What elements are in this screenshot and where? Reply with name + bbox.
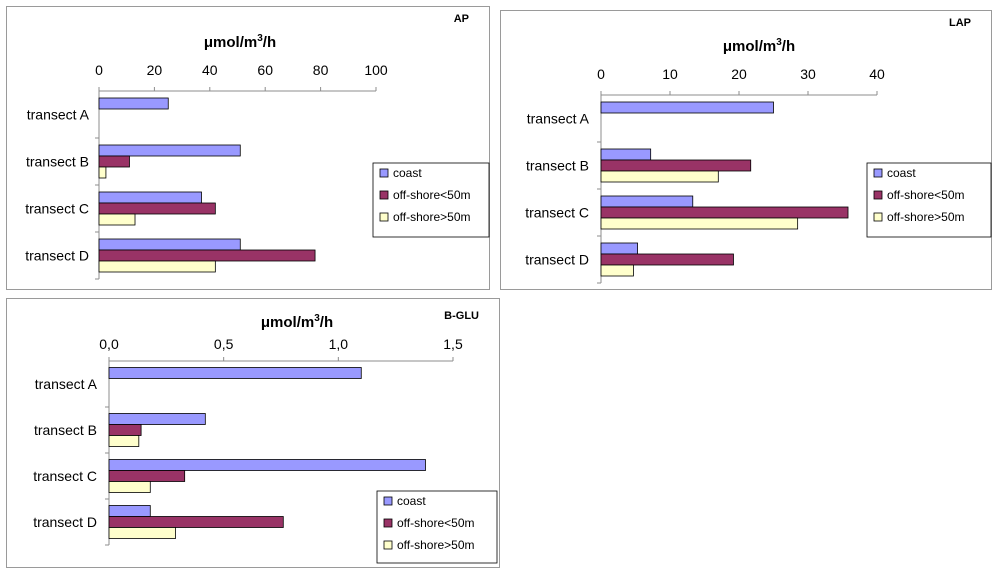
lap-legend-swatch bbox=[873, 190, 883, 200]
ap-bar-coast-c bbox=[98, 191, 202, 204]
chart-bglu-svg: B-GLU μmol/m3/h 0,0 0,5 1,0 1,5 transect A tran… bbox=[33, 310, 498, 564]
ap-category-label: transect C bbox=[25, 201, 89, 217]
ap-x-tick-label: 20 bbox=[147, 62, 163, 78]
bglu-category-label: transect A bbox=[35, 376, 98, 392]
lap-bar-off-shoregt50m-b bbox=[600, 170, 719, 183]
bglu-x-tick-label: 1,0 bbox=[329, 336, 349, 352]
ap-bar-off-shorelt50m-c bbox=[98, 202, 216, 215]
ap-axis-unit-label: μmol/m3/h bbox=[204, 33, 276, 51]
chart-ap-svg: AP μmol/m3/h 0 20 40 60 80 100 transect A transec… bbox=[25, 13, 490, 280]
lap-chart-title: LAP bbox=[949, 17, 971, 29]
bglu-bar-off-shoregt50m-c bbox=[108, 481, 151, 493]
ap-legend-label: off-shore<50m bbox=[393, 188, 471, 202]
lap-legend-swatch bbox=[873, 212, 883, 222]
chart-bglu: B-GLU μmol/m3/h 0,0 0,5 1,0 1,5 transect A tran… bbox=[6, 298, 500, 568]
bglu-legend-swatch bbox=[383, 496, 393, 506]
lap-x-tick-label: 30 bbox=[800, 66, 816, 82]
ap-chart-title: AP bbox=[454, 13, 469, 25]
lap-legend-swatch bbox=[873, 168, 883, 178]
bglu-bar-off-shoregt50m-b bbox=[108, 435, 140, 447]
bglu-x-tick-label: 0,5 bbox=[214, 336, 234, 352]
lap-category-label: transect A bbox=[527, 111, 590, 127]
lap-x-tick-label: 40 bbox=[869, 66, 885, 82]
lap-bar-off-shorelt50m-b bbox=[600, 159, 752, 172]
bglu-bar-off-shoregt50m-d bbox=[108, 527, 176, 539]
lap-bar-coast-c bbox=[600, 195, 694, 208]
ap-x-tick-label: 100 bbox=[364, 62, 388, 78]
lap-x-tick-label: 20 bbox=[731, 66, 747, 82]
ap-bar-off-shoregt50m-b bbox=[98, 166, 107, 179]
lap-axis-unit-label: μmol/m3/h bbox=[723, 37, 795, 55]
lap-legend-box bbox=[866, 162, 992, 238]
ap-bar-coast-d bbox=[98, 238, 241, 251]
lap-bar-off-shorelt50m-c bbox=[600, 206, 849, 219]
lap-legend-label: coast bbox=[887, 166, 916, 180]
ap-x-tick-label: 40 bbox=[202, 62, 218, 78]
ap-category-label: transect D bbox=[25, 248, 89, 264]
lap-bar-coast-d bbox=[600, 242, 638, 255]
ap-x-tick-label: 0 bbox=[95, 62, 103, 78]
lap-category-label: transect C bbox=[525, 205, 589, 221]
chart-ap: AP μmol/m3/h 0 20 40 60 80 100 transect A transec… bbox=[6, 6, 490, 290]
bglu-legend-label: coast bbox=[397, 494, 426, 508]
lap-bar-off-shorelt50m-d bbox=[600, 253, 734, 266]
bglu-x-tick-label: 0,0 bbox=[99, 336, 119, 352]
bglu-category-label: transect C bbox=[33, 468, 97, 484]
ap-legend-label: off-shore>50m bbox=[393, 210, 471, 224]
ap-legend-swatch bbox=[379, 212, 389, 222]
lap-bar-coast-b bbox=[600, 148, 652, 161]
bglu-category-label: transect B bbox=[34, 422, 97, 438]
ap-bar-off-shoregt50m-c bbox=[98, 213, 136, 226]
bglu-category-label: transect D bbox=[33, 514, 97, 530]
lap-x-tick-label: 10 bbox=[662, 66, 678, 82]
bglu-bar-coast-c bbox=[108, 459, 426, 471]
bglu-legend-swatch bbox=[383, 540, 393, 550]
lap-category-label: transect B bbox=[526, 158, 589, 174]
bglu-bar-coast-a bbox=[108, 367, 362, 379]
chart-lap: LAP μmol/m3/h 0 10 20 30 40 transect A transect … bbox=[500, 10, 992, 290]
ap-bar-coast-b bbox=[98, 144, 241, 157]
lap-category-label: transect D bbox=[525, 252, 589, 268]
bglu-bar-coast-d bbox=[108, 505, 151, 517]
ap-legend-swatch bbox=[379, 190, 389, 200]
bglu-axis-unit-label: μmol/m3/h bbox=[261, 313, 333, 331]
ap-legend-label: coast bbox=[393, 166, 422, 180]
lap-x-tick-label: 0 bbox=[597, 66, 605, 82]
lap-legend-label: off-shore<50m bbox=[887, 188, 965, 202]
lap-bar-off-shoregt50m-d bbox=[600, 264, 634, 277]
ap-category-label: transect A bbox=[27, 107, 90, 123]
bglu-bar-off-shorelt50m-b bbox=[108, 424, 142, 436]
ap-bar-off-shoregt50m-d bbox=[98, 260, 216, 273]
bglu-legend-box bbox=[376, 490, 498, 564]
ap-category-label: transect B bbox=[26, 154, 89, 170]
bglu-legend-label: off-shore<50m bbox=[397, 516, 475, 530]
bglu-bar-coast-b bbox=[108, 413, 206, 425]
ap-bar-off-shorelt50m-b bbox=[98, 155, 130, 168]
ap-legend-swatch bbox=[379, 168, 389, 178]
ap-bar-off-shorelt50m-d bbox=[98, 249, 316, 262]
bglu-bar-off-shorelt50m-c bbox=[108, 470, 186, 482]
bglu-chart-title: B-GLU bbox=[444, 310, 479, 322]
ap-legend-box bbox=[372, 162, 490, 238]
chart-lap-svg: LAP μmol/m3/h 0 10 20 30 40 transect A transect … bbox=[525, 17, 992, 284]
bglu-bar-off-shorelt50m-d bbox=[108, 516, 284, 528]
ap-x-tick-label: 60 bbox=[257, 62, 273, 78]
bglu-legend-label: off-shore>50m bbox=[397, 538, 475, 552]
lap-bar-coast-a bbox=[600, 101, 774, 114]
ap-x-tick-label: 80 bbox=[313, 62, 329, 78]
bglu-x-tick-label: 1,5 bbox=[443, 336, 463, 352]
ap-bar-coast-a bbox=[98, 97, 169, 110]
lap-legend-label: off-shore>50m bbox=[887, 210, 965, 224]
lap-bar-off-shoregt50m-c bbox=[600, 217, 799, 230]
bglu-legend-swatch bbox=[383, 518, 393, 528]
